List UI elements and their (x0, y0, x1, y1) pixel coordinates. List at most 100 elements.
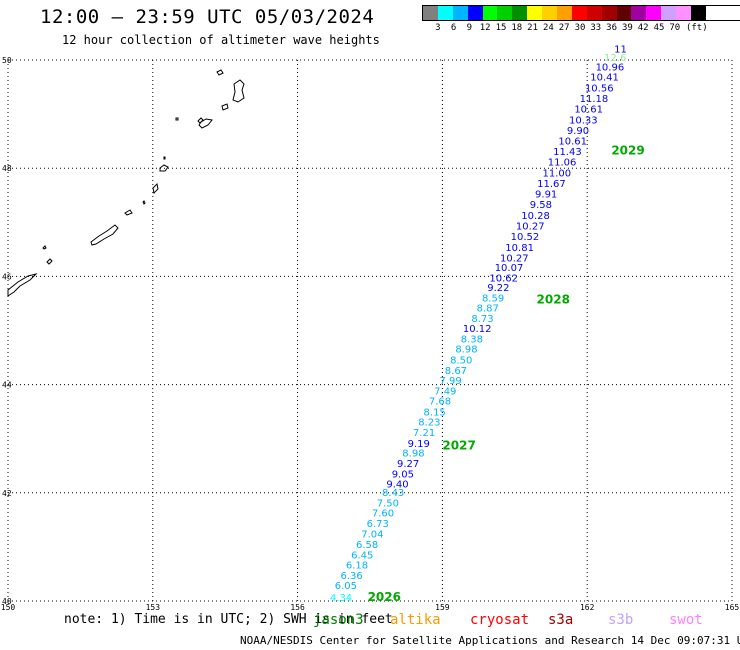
wave-height-label: 7.04 (361, 530, 383, 541)
wave-height-label: 11 (614, 44, 627, 55)
legend-swatch (631, 6, 647, 20)
wave-height-label: 9.91 (535, 189, 557, 200)
lat-tick-label: 42 (2, 489, 12, 498)
legend-swatch (452, 6, 468, 20)
lon-tick-label: 156 (290, 603, 305, 612)
wave-height-label: 8.98 (402, 449, 424, 460)
wave-height-label: 8.98 (455, 345, 477, 356)
coastline-island (7, 273, 38, 297)
wave-height-label: 11.06 (548, 157, 577, 168)
wave-height-label: 8.23 (418, 418, 440, 429)
legend-swatch (661, 6, 677, 20)
coastline-island (42, 245, 47, 250)
coastline (7, 69, 245, 297)
satellite-name-swot: swot (669, 612, 703, 628)
legend-swatch (527, 6, 543, 20)
orbit-number-label: 2028 (537, 292, 570, 306)
legend-swatch (676, 6, 692, 20)
coastline-island (90, 224, 119, 246)
footer-credit: NOAA/NESDIS Center for Satellite Applica… (240, 634, 740, 647)
lon-tick-label: 165 (725, 603, 740, 612)
wave-height-label: 8.59 (482, 293, 504, 304)
wave-height-label: 8.15 (424, 407, 446, 418)
coastline-island (163, 156, 166, 160)
wave-height-label: 7.60 (372, 509, 394, 520)
wave-height-label: 8.38 (461, 334, 483, 345)
legend-label: 3 (435, 23, 441, 33)
wave-height-label: 11.43 (553, 147, 582, 158)
wave-height-label: 10.62 (489, 273, 518, 284)
legend-label: 6 (450, 23, 457, 33)
legend-label: 24 (542, 23, 554, 33)
coastline-island (124, 209, 133, 216)
wave-height-label: 7.99 (439, 376, 461, 387)
wave-height-label: 9.40 (386, 479, 408, 490)
wave-height-label: 12.6 (604, 53, 626, 64)
coastline-island (216, 69, 224, 76)
legend-label: 70 (669, 23, 681, 33)
lon-tick-label: 162 (580, 603, 595, 612)
wave-height-label: 6.45 (351, 550, 373, 561)
satellite-name-s3a: s3a (548, 612, 574, 628)
wave-height-label: 10.33 (569, 115, 598, 126)
legend-swatch (482, 6, 498, 20)
legend-label: 27 (558, 23, 570, 33)
color-legend: 3 6 9 12 15 18 21 24 27 30 33 36 39 42 45 70 (ft) (422, 5, 740, 35)
wave-height-label: 8.73 (471, 314, 493, 325)
wave-height-label: 7.68 (429, 397, 451, 408)
coastline-island (152, 182, 159, 195)
wave-height-label: 7.49 (434, 386, 456, 397)
orbit-number-label: 2026 (368, 590, 401, 604)
legend-swatch (571, 6, 587, 20)
satellite-name-jason3: jason3 (313, 612, 364, 628)
wave-height-label: 10.96 (596, 62, 625, 73)
wave-height-label: 10.41 (590, 73, 619, 84)
coastline-island (142, 200, 146, 205)
wave-height-label: 6.73 (367, 519, 389, 530)
legend-swatch (512, 6, 528, 20)
coastline-island (46, 258, 53, 265)
wave-height-label: 9.05 (392, 470, 414, 481)
page-title: 12:00 — 23:59 UTC 05/03/2024 (40, 6, 375, 28)
satellite-name-cryosat: cryosat (470, 612, 530, 628)
wave-height-label: 10.56 (585, 83, 614, 94)
wave-height-label: 10.52 (511, 232, 540, 243)
legend-label: 21 (527, 23, 539, 33)
legend-label: 42 (637, 23, 649, 33)
legend-swatch (542, 6, 558, 20)
coastline-island (175, 117, 179, 121)
wave-height-label: 8.43 (382, 488, 404, 499)
wave-height-label: 10.61 (574, 104, 603, 115)
wave-height-label: 6.58 (356, 540, 378, 551)
wave-height-label: 9.22 (487, 283, 509, 294)
satellite-name-altika: altika (390, 612, 441, 628)
legend-swatches (422, 5, 740, 21)
wave-height-label: 10.27 (500, 253, 529, 264)
legend-swatch (467, 6, 483, 20)
wave-height-label: 10.12 (463, 324, 492, 335)
legend-label: 39 (621, 23, 633, 33)
wave-height-label: 10.28 (521, 211, 550, 222)
lon-tick-label: 150 (1, 603, 16, 612)
wave-height-label: 11.67 (537, 179, 566, 190)
legend-swatch (557, 6, 572, 20)
lon-tick-label: 159 (435, 603, 450, 612)
lat-tick-label: 40 (2, 597, 12, 606)
wave-height-label: 7.21 (413, 428, 435, 439)
orbit-number-label: 2027 (442, 439, 475, 453)
coastline-island (221, 103, 229, 111)
wave-height-label: 8.50 (450, 356, 472, 367)
wave-height-label: 10.07 (495, 263, 524, 274)
wave-height-label: 11.18 (580, 94, 609, 105)
legend-swatch (497, 6, 513, 20)
lat-tick-label: 48 (2, 164, 12, 173)
lon-tick-label: 153 (146, 603, 161, 612)
satellite-name-s3b: s3b (608, 612, 634, 628)
legend-label: 15 (495, 23, 507, 33)
wave-track: 4.346.056.366.186.456.587.046.737.607.50… (330, 44, 645, 604)
wave-height-label: 6.05 (335, 581, 357, 592)
legend-swatch (616, 6, 632, 20)
wave-height-label: 7.50 (377, 498, 399, 509)
wave-height-label: 10.61 (558, 136, 587, 147)
coastline-island (198, 118, 213, 129)
